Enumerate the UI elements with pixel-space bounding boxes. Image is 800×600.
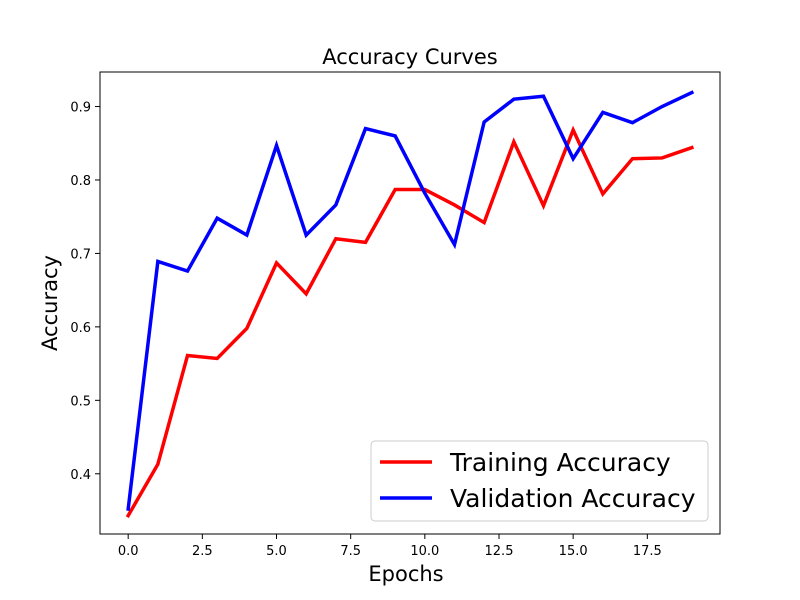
training-accuracy-line	[125, 125, 695, 519]
y-tick-label: 0.6	[70, 321, 91, 336]
x-tick-label: 12.5	[485, 544, 514, 559]
x-tick-label: 2.5	[192, 544, 213, 559]
x-tick-label: 5.0	[266, 544, 287, 559]
validation-accuracy-line	[126, 90, 695, 511]
x-axis-label: Epochs	[368, 562, 443, 586]
legend-box	[370, 440, 709, 522]
axes-frame	[99, 71, 721, 535]
x-tick-label: 15.0	[559, 544, 588, 559]
y-tick-label: 0.7	[70, 247, 91, 262]
y-axis-label: Accuracy	[38, 255, 62, 351]
legend-label: Training Accuracy	[449, 448, 671, 477]
chart-title: Accuracy Curves	[322, 45, 497, 69]
y-tick-label: 0.9	[70, 101, 91, 116]
legend-label: Validation Accuracy	[450, 484, 696, 513]
legend: Training Accuracy Validation Accuracy	[370, 440, 709, 522]
y-tick-label: 0.4	[70, 468, 91, 483]
x-tick-label: 17.5	[633, 544, 662, 559]
x-tick-label: 0.0	[118, 544, 139, 559]
x-tick-label: 7.5	[340, 544, 361, 559]
y-tick-label: 0.8	[70, 174, 91, 189]
y-tick-label: 0.5	[70, 394, 91, 409]
plot-area: 0.0 2.5 5.0 7.5 10.0 12.5 15.0 17.5 0.4 0.5 0.6 0.7…	[70, 71, 721, 559]
x-tick-label: 10.0	[410, 544, 439, 559]
